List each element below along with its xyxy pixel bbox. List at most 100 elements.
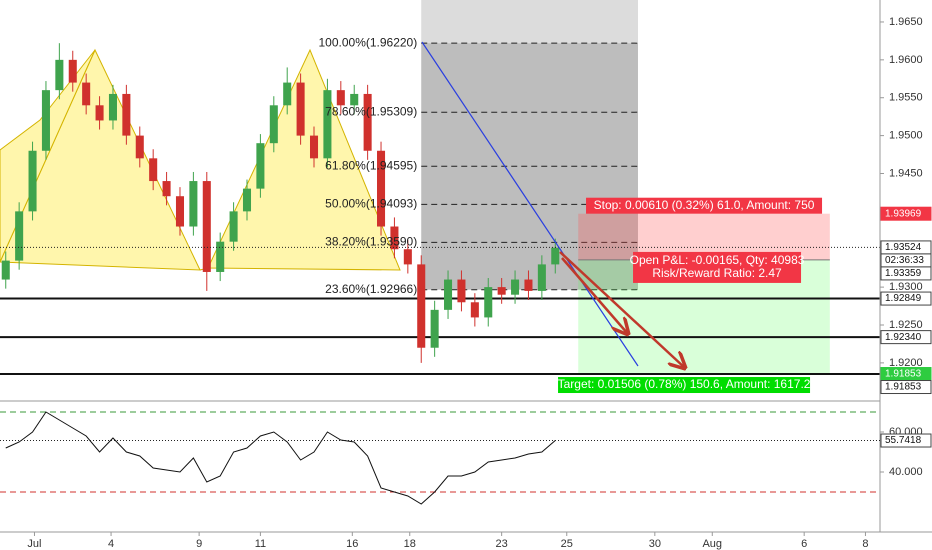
price-tag: [880, 266, 932, 281]
candle-body: [28, 150, 37, 212]
price-tag: [880, 380, 932, 395]
fib-label: 23.60%(1.92966): [325, 282, 417, 296]
price-tag-label: 1.92849: [885, 293, 922, 304]
fib-zone-top: [421, 0, 638, 44]
x-tick-label: Aug: [702, 538, 722, 550]
rsi-value-tag: [880, 433, 932, 448]
candle-body: [41, 90, 50, 151]
price-tag-label: 1.93524: [885, 242, 922, 253]
candle-body: [162, 181, 171, 197]
candle-body: [229, 211, 238, 242]
candle-body: [390, 226, 399, 250]
candle-body: [55, 59, 64, 91]
candle-body: [202, 181, 211, 272]
x-tick-label: 18: [404, 538, 416, 550]
y-tick-label: 1.9500: [889, 130, 923, 142]
candle-body: [336, 90, 345, 106]
candle-body: [135, 135, 144, 159]
candle-body: [175, 196, 185, 227]
rsi-line: [5, 411, 556, 505]
position-label: Target: 0.01506 (0.78%) 150.6, Amount: 1…: [558, 377, 811, 391]
candle-body: [377, 150, 386, 227]
candle-body: [296, 82, 305, 136]
candle-body: [108, 93, 117, 121]
candle-body: [551, 247, 560, 265]
candle-body: [216, 241, 225, 272]
candle-body: [537, 264, 546, 291]
price-tag: [880, 330, 932, 345]
y-tick-label: 1.9600: [889, 54, 923, 66]
candle-body: [511, 279, 520, 295]
candle-body: [363, 93, 372, 151]
x-tick-label: 6: [801, 538, 807, 550]
position-label-bg: [586, 197, 823, 214]
candle-body: [68, 59, 77, 83]
fib-label: 50.00%(1.94093): [325, 196, 417, 210]
fib-label: 61.80%(1.94595): [325, 158, 417, 172]
candle-body: [444, 279, 453, 310]
fib-label: 38.20%(1.93590): [325, 235, 417, 249]
candle-body: [417, 264, 426, 348]
candle-body: [82, 82, 91, 106]
candle-body: [524, 279, 533, 291]
price-tag-label: 1.92340: [885, 332, 922, 343]
y-tick-label: 1.9200: [889, 357, 923, 369]
candle-body: [497, 287, 506, 295]
y-tick-label: 1.9300: [889, 281, 923, 293]
y-tick-label: 1.9450: [889, 167, 923, 179]
position-label: Risk/Reward Ratio: 2.47: [652, 266, 782, 280]
candle-body: [15, 211, 24, 261]
labels: 100.00%(1.96220) 78.60%(1.95309) 61.80%(1.…: [318, 35, 823, 394]
candle-body: [122, 93, 131, 136]
candle-body: [403, 249, 412, 265]
price-tag: [880, 206, 932, 221]
position-label-bg: [633, 251, 802, 283]
candle-body: [457, 279, 466, 303]
fib-label: 100.00%(1.96220): [318, 35, 417, 49]
pattern-triangle: [0, 49, 96, 263]
y-tick-label: 1.9550: [889, 92, 923, 104]
candle-body: [269, 105, 278, 144]
candle-body: [350, 93, 359, 106]
y-tick-label: 1.9250: [889, 319, 923, 331]
candle-body: [256, 143, 265, 189]
price-tag-label: 1.93969: [885, 208, 922, 219]
candle-body: [242, 188, 252, 212]
candle-body: [323, 90, 332, 159]
arrow: [559, 251, 685, 368]
y-tick-label: 1.9650: [889, 16, 923, 28]
x-tick-label: 9: [196, 538, 202, 550]
y-tick-label: 40.000: [889, 466, 923, 478]
position-label: Stop: 0.00610 (0.32%) 61.0, Amount: 750: [594, 198, 815, 212]
candle-body: [470, 302, 479, 318]
trend-line: [421, 41, 639, 367]
candle-body: [309, 135, 319, 159]
rsi-value-label: 55.7418: [885, 435, 922, 446]
candle-body: [484, 287, 493, 318]
x-tick-label: 25: [561, 538, 573, 550]
x-tick-label: Jul: [27, 538, 41, 550]
x-tick-label: 11: [255, 538, 266, 550]
price-tag-label: 1.91853: [885, 369, 922, 380]
plot: [0, 43, 880, 376]
x-tick-label: 4: [108, 538, 114, 550]
x-tick-label: 8: [862, 538, 868, 550]
position-label-bg: [558, 377, 811, 394]
arrow: [561, 257, 628, 334]
x-tick-label: 16: [346, 538, 358, 550]
candle-body: [189, 181, 198, 227]
candle-body: [430, 309, 439, 348]
candle-body: [149, 158, 158, 182]
candle-body: [1, 260, 10, 280]
x-tick-label: 23: [496, 538, 508, 550]
price-tag-label: 1.91853: [885, 382, 922, 393]
price-tag-label: 02:36:33: [885, 255, 924, 266]
price-tag: [880, 291, 932, 306]
x-tick-label: 30: [649, 538, 661, 550]
position-label: Open P&L: -0.00165, Qty: 40983: [630, 253, 805, 267]
candle-body: [283, 82, 292, 106]
fib-label: 78.60%(1.95309): [325, 104, 417, 118]
candle-body: [95, 105, 104, 121]
price-tag-label: 1.93359: [885, 268, 922, 279]
